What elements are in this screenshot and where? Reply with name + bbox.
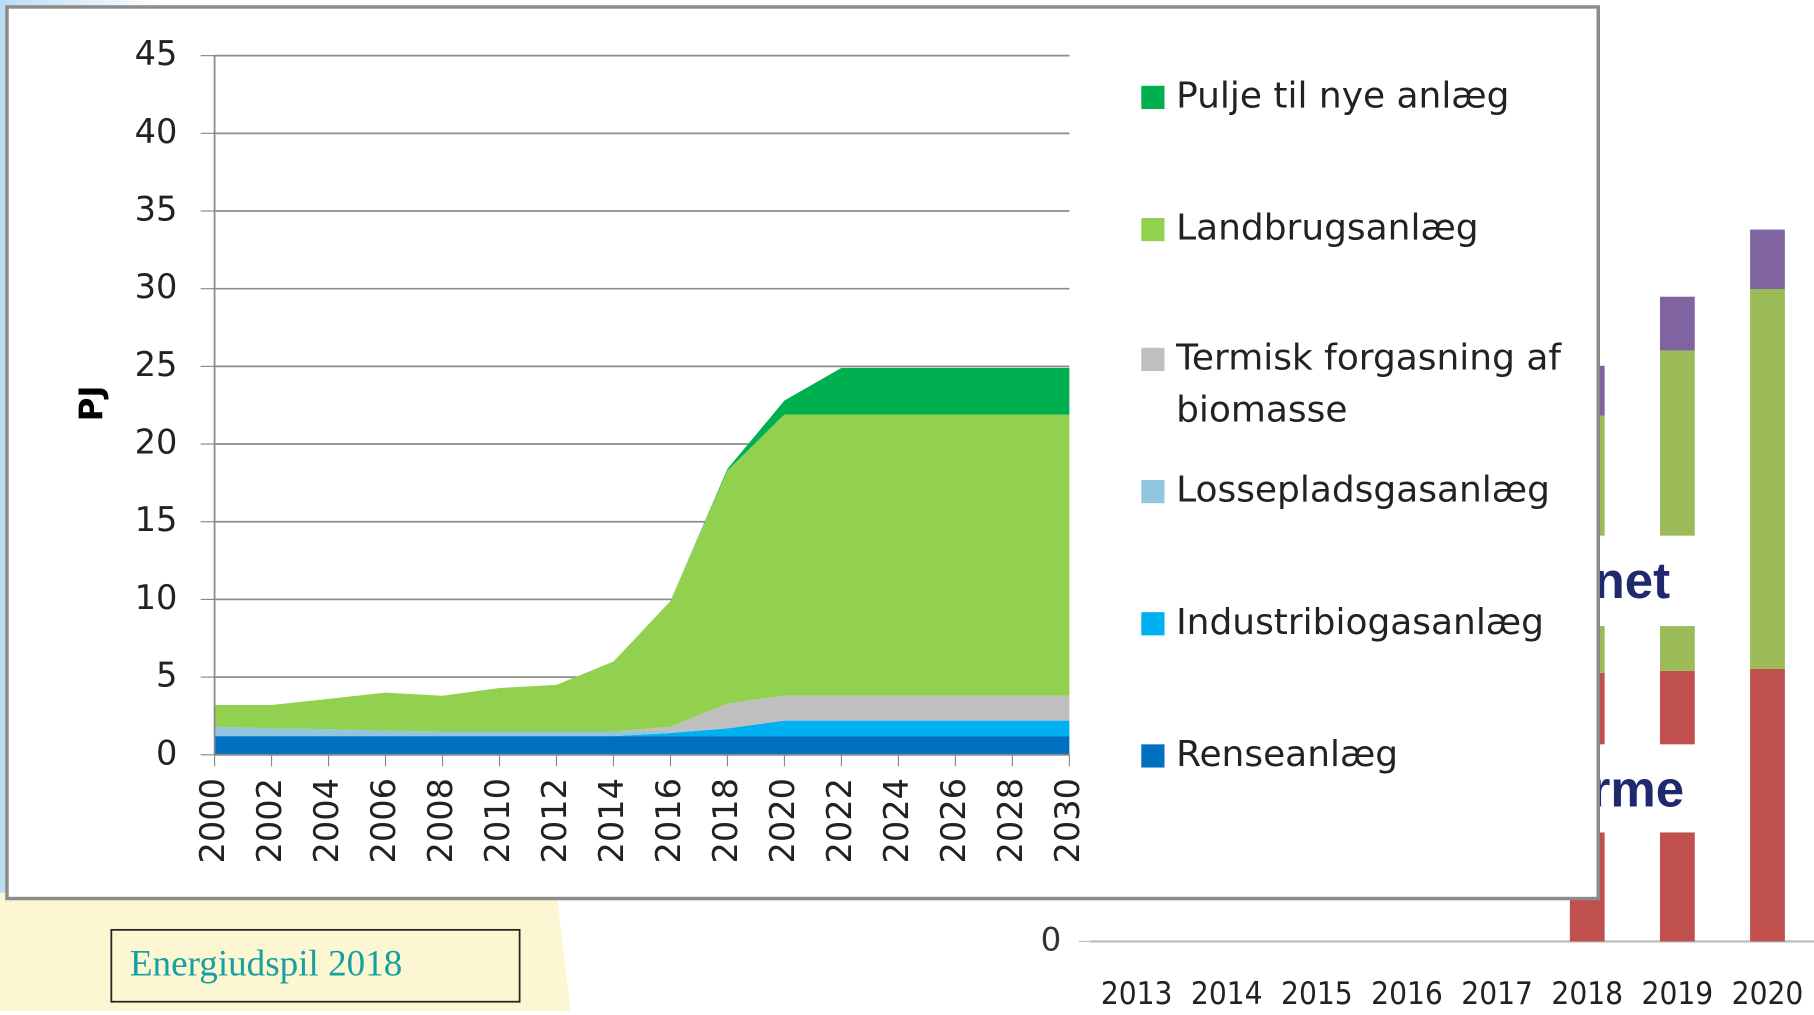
legend-label: Termisk forgasning af biomasse xyxy=(1175,337,1572,430)
y-tick-label: 40 xyxy=(135,112,178,151)
x-tick-label: 2004 xyxy=(307,778,346,864)
text-box xyxy=(1598,744,1715,833)
area xyxy=(214,720,1070,737)
area xyxy=(214,695,1070,732)
bar-segment xyxy=(1750,289,1785,669)
area xyxy=(214,736,1070,755)
y-tick-label: 25 xyxy=(135,345,178,384)
x-tick-label: 2019 xyxy=(1642,976,1714,1011)
legend-line: biomasse xyxy=(1176,390,1347,431)
y-tick-label: 20 xyxy=(135,423,178,462)
x-tick-label: 2020 xyxy=(763,778,802,864)
annotation: net xyxy=(1594,552,1671,609)
x-tick-label: 2030 xyxy=(1048,778,1087,864)
y-tick-label: 35 xyxy=(135,190,178,229)
legend-label: Lossepladsgasanlæg xyxy=(1176,470,1550,511)
y-tick-label: 15 xyxy=(135,500,178,539)
area xyxy=(214,414,1070,732)
y-tick-label: 0 xyxy=(156,733,177,772)
x-tick-label: 2026 xyxy=(934,778,973,864)
bar-segment xyxy=(1750,668,1785,942)
background-band xyxy=(0,892,571,1011)
x-tick-label: 2015 xyxy=(1281,976,1353,1011)
x-tick-label: 2018 xyxy=(706,778,745,864)
y-tick-label: 45 xyxy=(135,34,178,73)
x-tick-label: 2008 xyxy=(421,778,460,864)
x-tick-label: 2024 xyxy=(877,778,916,864)
bar-segment xyxy=(1750,229,1785,290)
legend-line: Termisk forgasning af xyxy=(1175,337,1572,378)
area xyxy=(214,720,1070,737)
legend-label: Landbrugsanlæg xyxy=(1176,208,1478,249)
x-tick-label: 2013 xyxy=(1101,976,1173,1011)
x-tick-label: 2000 xyxy=(193,778,232,864)
caption-box xyxy=(110,928,521,1003)
x-tick-label: 2028 xyxy=(991,778,1030,864)
legend-label: Renseanlæg xyxy=(1176,734,1398,775)
bar-segment xyxy=(1659,296,1695,351)
x-tick-label: 2016 xyxy=(649,778,688,864)
legend-label: Pulje til nye anlæg xyxy=(1176,75,1509,116)
legend-swatch xyxy=(1141,479,1165,504)
legend-swatch xyxy=(1141,85,1165,109)
y-tick-label: 30 xyxy=(135,267,178,306)
x-tick-label: 2002 xyxy=(250,778,289,864)
x-tick-label: 2017 xyxy=(1461,976,1533,1011)
y-tick-label: 10 xyxy=(135,578,178,617)
legend-label: Industribiogasanlæg xyxy=(1176,602,1544,643)
legend-swatch xyxy=(1141,744,1165,768)
x-tick-label: 2014 xyxy=(1191,976,1263,1011)
x-tick-label: 2012 xyxy=(535,778,574,864)
x-tick-label: 2016 xyxy=(1371,976,1443,1011)
y-tick-label: 5 xyxy=(156,656,177,695)
annotation: rme xyxy=(1590,761,1684,818)
legend-swatch xyxy=(1141,612,1165,636)
x-tick-label: 2010 xyxy=(478,778,517,864)
caption: Energiudspil 2018 xyxy=(130,943,402,984)
x-tick-label: 2022 xyxy=(820,778,859,864)
x-tick-label: 2014 xyxy=(592,778,631,864)
x-tick-label: 2020 xyxy=(1732,976,1804,1011)
text-box xyxy=(1598,535,1715,627)
y-axis-label: PJ xyxy=(72,386,110,422)
area xyxy=(214,367,1070,706)
y-tick-label: 0 xyxy=(1041,920,1062,958)
legend-swatch xyxy=(1141,217,1165,242)
legend-swatch xyxy=(1141,347,1165,372)
x-tick-label: 2006 xyxy=(364,778,403,864)
x-tick-label: 2018 xyxy=(1551,976,1623,1011)
